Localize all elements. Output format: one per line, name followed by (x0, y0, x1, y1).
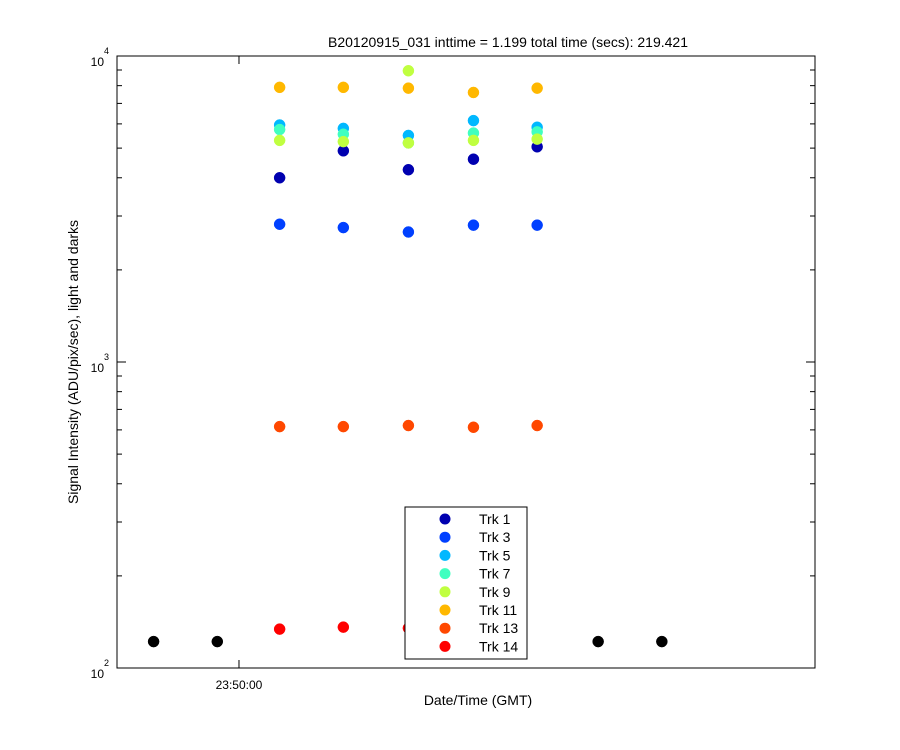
y-tick-label: 102 (91, 658, 109, 681)
legend-marker (439, 640, 451, 652)
legend-marker (439, 549, 451, 561)
legend: Trk 1 Trk 3 Trk 5 Trk 7 Trk 9 Trk 11 Trk 13 Trk… (404, 506, 528, 660)
x-tick-label: 23:50:00 (216, 678, 263, 692)
data-point (592, 635, 604, 648)
data-point (273, 420, 286, 433)
y-tick-label: 104 (91, 46, 109, 69)
data-point (273, 123, 286, 136)
data-point (273, 172, 286, 184)
legend-marker (439, 513, 451, 525)
data-point (273, 623, 286, 635)
legend-label: Trk 3 (479, 529, 511, 545)
legend-label: Trk 13 (479, 620, 518, 636)
data-point (467, 134, 480, 147)
legend-marker (439, 622, 451, 634)
legend-marker (439, 531, 451, 543)
legend-label: Trk 1 (479, 511, 511, 527)
data-point (337, 81, 350, 94)
data-point (467, 421, 480, 434)
legend-item: Trk 11 (439, 602, 517, 618)
data-point (467, 114, 480, 127)
legend-label: Trk 9 (479, 584, 511, 600)
y-tick-label-base: 10 (91, 55, 105, 69)
data-point (147, 635, 160, 648)
y-tick-label: 103 (91, 352, 109, 375)
legend-item: Trk 9 (439, 584, 511, 600)
data-point (402, 163, 415, 176)
legend-marker (439, 586, 451, 598)
data-point (531, 419, 543, 432)
legend-label: Trk 5 (479, 547, 511, 563)
legend-label: Trk 11 (479, 602, 517, 618)
legend-item: Trk 14 (439, 638, 518, 654)
data-point (402, 64, 415, 77)
legend-box (404, 506, 528, 660)
legend-label: Trk 14 (479, 638, 518, 654)
y-tick-label-base: 10 (91, 667, 105, 681)
data-point (337, 221, 350, 234)
y-tick-label-exponent: 4 (104, 46, 109, 56)
data-point (656, 635, 668, 648)
data-point (337, 621, 350, 633)
data-point (467, 219, 480, 231)
legend-item: Trk 7 (439, 566, 511, 582)
data-point (273, 218, 286, 230)
legend-marker (439, 568, 451, 580)
data-point (273, 134, 286, 147)
legend-item: Trk 3 (439, 529, 511, 545)
legend-marker (439, 604, 451, 616)
chart-title: B20120915_031 inttime = 1.199 total time… (328, 34, 688, 50)
data-point (337, 135, 350, 148)
data-point (402, 419, 415, 432)
data-point (402, 82, 415, 94)
legend-label: Trk 7 (479, 566, 511, 582)
data-point (531, 219, 543, 231)
data-point (211, 635, 224, 648)
x-axis-label: Date/Time (GMT) (424, 692, 532, 708)
data-point (467, 153, 480, 165)
data-point (402, 226, 415, 238)
y-axis-label: Signal Intensity (ADU/pix/sec), light an… (65, 220, 81, 504)
data-point (531, 82, 543, 94)
data-point (273, 81, 286, 94)
data-point (337, 420, 350, 433)
data-point (402, 137, 415, 149)
data-point (531, 133, 543, 145)
legend-item: Trk 13 (439, 620, 518, 636)
data-point (467, 86, 480, 99)
y-tick-label-exponent: 3 (104, 352, 109, 362)
y-tick-label-exponent: 2 (104, 658, 109, 668)
legend-item: Trk 5 (439, 547, 511, 563)
legend-item: Trk 1 (439, 511, 511, 527)
y-tick-label-base: 10 (91, 361, 105, 375)
